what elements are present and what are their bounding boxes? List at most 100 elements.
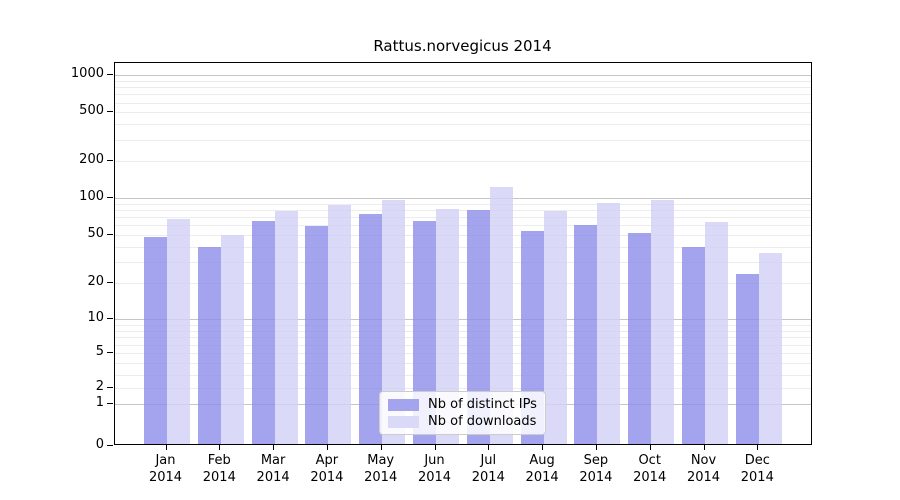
gridline-minor [114, 283, 811, 285]
x-tick-mark [434, 445, 436, 450]
gridline-minor [114, 337, 811, 339]
x-tick-label: May 2014 [364, 453, 398, 485]
gridline-minor [114, 209, 811, 211]
y-tick-mark [107, 318, 113, 320]
bar-distinct-ips-oct [628, 232, 652, 444]
y-tick-mark [107, 233, 113, 235]
gridline-minor [114, 225, 811, 227]
x-tick-label: Jun 2014 [417, 453, 452, 485]
bar-distinct-ips-dec [735, 273, 759, 444]
gridline-minor [114, 203, 811, 205]
gridline-minor [114, 324, 811, 326]
gridline-minor [114, 330, 811, 332]
gridline-minor [114, 344, 811, 346]
gridline-minor [114, 112, 811, 114]
bar-distinct-ips-may [359, 214, 383, 444]
bar-downloads-feb [220, 234, 244, 444]
y-tick-mark [107, 387, 113, 389]
y-tick-mark [107, 444, 113, 446]
bar-downloads-may [382, 199, 406, 444]
bar-distinct-ips-feb [197, 247, 221, 444]
x-tick-mark [649, 445, 651, 450]
bar-downloads-jan [167, 218, 190, 444]
bar-distinct-ips-jul [466, 209, 490, 444]
x-tick-mark [380, 445, 382, 450]
y-tick-label: 2 [95, 379, 104, 395]
x-tick-mark [595, 445, 597, 450]
y-tick-label: 10 [87, 310, 104, 326]
bar-downloads-mar [274, 211, 298, 444]
bar-distinct-ips-sep [574, 224, 598, 444]
x-tick-mark [757, 445, 759, 450]
gridline-minor [114, 261, 811, 263]
x-tick-label: Oct 2014 [633, 453, 667, 485]
x-tick-mark [703, 445, 705, 450]
gridline-minor [114, 87, 811, 89]
x-tick-label: Apr 2014 [310, 453, 344, 485]
gridline-major [114, 319, 811, 321]
y-tick-label: 5 [95, 344, 104, 360]
bar-downloads-sep [597, 202, 621, 444]
gridline-minor [114, 234, 811, 236]
y-tick-mark [107, 111, 113, 113]
x-tick-label: Jan 2014 [148, 453, 183, 485]
gridline-major [114, 197, 811, 199]
gridline-minor [114, 388, 811, 390]
x-tick-label: Mar 2014 [256, 453, 290, 485]
y-tick-mark [107, 282, 113, 284]
bar-distinct-ips-apr [305, 225, 329, 444]
bar-distinct-ips-aug [520, 230, 544, 444]
bar-downloads-dec [758, 253, 782, 444]
x-tick-label: Nov 2014 [686, 453, 721, 485]
x-tick-mark [326, 445, 328, 450]
gridline-minor [114, 246, 811, 248]
y-tick-label: 1000 [70, 66, 104, 82]
gridline-minor [114, 374, 811, 376]
legend-label: Nb of distinct IPs [428, 397, 537, 412]
x-tick-mark [542, 445, 544, 450]
chart-title: Rattus.norvegicus 2014 [373, 37, 552, 55]
gridline-minor [114, 139, 811, 141]
bar-distinct-ips-jan [144, 237, 167, 444]
gridline-minor [114, 362, 811, 364]
y-tick-label: 500 [79, 103, 104, 119]
gridline-minor [114, 94, 811, 96]
x-tick-mark [165, 445, 167, 450]
y-tick-label: 200 [79, 152, 104, 168]
y-tick-label: 100 [79, 188, 104, 204]
bar-distinct-ips-mar [251, 221, 275, 444]
y-tick-mark [107, 160, 113, 162]
legend-label: Nb of downloads [428, 414, 537, 429]
legend-swatch-distinct-ips [388, 398, 419, 411]
bar-downloads-jun [436, 208, 459, 444]
x-tick-mark [488, 445, 490, 450]
x-tick-mark [273, 445, 275, 450]
y-tick-mark [107, 402, 113, 404]
x-tick-label: Dec 2014 [740, 453, 774, 485]
legend: Nb of distinct IPs Nb of downloads [379, 391, 546, 435]
x-tick-label: Jul 2014 [471, 453, 505, 485]
bar-downloads-apr [328, 204, 352, 444]
plot-area [113, 62, 812, 445]
x-tick-mark [219, 445, 221, 450]
x-tick-label: Aug 2014 [525, 453, 559, 485]
y-tick-mark [107, 352, 113, 354]
y-tick-label: 1 [95, 394, 104, 410]
legend-item: Nb of distinct IPs [388, 396, 537, 413]
gridline-minor [114, 102, 811, 104]
gridline-minor [114, 161, 811, 163]
y-tick-label: 50 [87, 225, 104, 241]
gridline-minor [114, 81, 811, 83]
x-tick-label: Sep 2014 [579, 453, 613, 485]
bar-downloads-aug [543, 211, 567, 444]
legend-item: Nb of downloads [388, 413, 537, 430]
y-tick-label: 0 [95, 436, 104, 452]
gridline-minor [114, 216, 811, 218]
gridline-minor [114, 353, 811, 355]
y-tick-label: 20 [87, 274, 104, 290]
gridline-minor [114, 124, 811, 126]
bar-downloads-jul [489, 187, 513, 444]
bar-downloads-oct [651, 199, 675, 444]
y-tick-mark [107, 196, 113, 198]
